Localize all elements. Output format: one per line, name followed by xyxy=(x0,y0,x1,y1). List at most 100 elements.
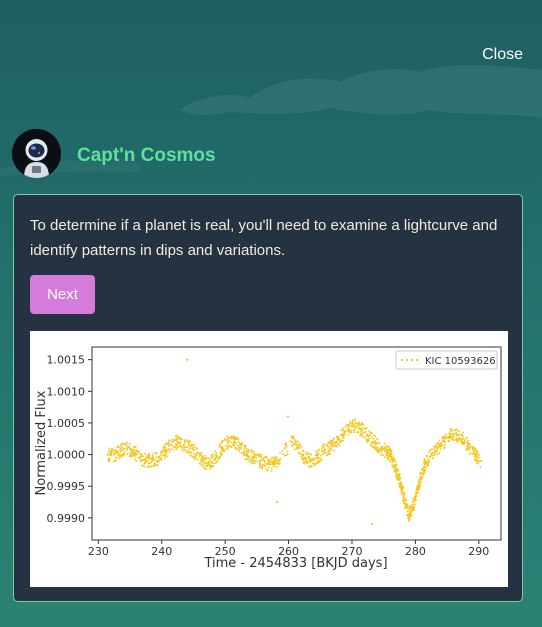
data-point xyxy=(443,444,446,446)
data-point xyxy=(153,462,156,464)
data-point xyxy=(449,437,452,439)
data-point xyxy=(239,447,243,450)
data-point xyxy=(153,465,155,468)
data-point xyxy=(172,449,175,451)
data-point xyxy=(323,443,326,446)
data-point xyxy=(274,461,277,463)
data-point xyxy=(330,445,333,448)
data-point xyxy=(375,447,378,449)
data-point xyxy=(178,436,181,439)
data-point xyxy=(364,431,367,433)
data-point xyxy=(317,459,320,462)
data-point xyxy=(165,452,168,454)
data-point xyxy=(245,447,248,450)
data-point xyxy=(307,456,309,459)
x-tick-label: 240 xyxy=(151,545,172,558)
data-point xyxy=(315,450,318,453)
data-point xyxy=(344,433,346,436)
data-point xyxy=(367,438,369,441)
data-point xyxy=(203,458,206,461)
data-point xyxy=(268,466,270,469)
data-point xyxy=(365,439,368,442)
data-point xyxy=(294,441,297,444)
data-point xyxy=(345,424,348,426)
data-point xyxy=(452,434,455,436)
data-point xyxy=(316,456,319,459)
data-point xyxy=(151,454,154,457)
data-point xyxy=(139,460,142,462)
data-point xyxy=(111,448,113,451)
data-point xyxy=(277,462,280,464)
data-point xyxy=(113,451,116,454)
data-point xyxy=(274,456,277,458)
data-point xyxy=(175,437,178,440)
data-point xyxy=(118,457,121,460)
data-point xyxy=(396,468,398,470)
data-point xyxy=(360,435,363,437)
data-point xyxy=(415,494,417,497)
data-point xyxy=(299,446,302,449)
data-point xyxy=(339,441,342,443)
data-point xyxy=(160,451,163,454)
data-point xyxy=(203,454,206,457)
close-button[interactable]: Close xyxy=(482,46,523,63)
data-point xyxy=(406,510,409,513)
data-point xyxy=(147,453,150,455)
data-point xyxy=(258,466,261,468)
data-point xyxy=(241,442,244,444)
data-point xyxy=(371,445,373,448)
data-point xyxy=(376,437,379,440)
data-point xyxy=(121,455,124,458)
data-point xyxy=(276,466,279,468)
data-point xyxy=(344,426,346,428)
data-point xyxy=(191,444,194,447)
data-point xyxy=(350,431,353,434)
data-point xyxy=(423,457,426,460)
data-point xyxy=(129,448,131,450)
data-point xyxy=(259,456,262,458)
data-point xyxy=(267,458,270,461)
data-point xyxy=(293,448,296,451)
data-point xyxy=(193,448,195,451)
data-point xyxy=(281,450,284,452)
data-point xyxy=(141,464,143,467)
data-point xyxy=(167,441,170,444)
data-point xyxy=(438,452,441,455)
data-point xyxy=(322,453,324,455)
data-point xyxy=(431,456,434,459)
data-point xyxy=(422,473,425,476)
data-point xyxy=(394,466,397,469)
data-point xyxy=(302,459,305,461)
data-point xyxy=(461,437,465,440)
data-point xyxy=(211,456,214,459)
next-button[interactable]: Next xyxy=(30,275,95,314)
data-point xyxy=(122,447,125,450)
data-point xyxy=(326,454,329,457)
data-point xyxy=(455,431,458,434)
data-point xyxy=(349,431,351,434)
data-point xyxy=(130,449,132,452)
data-point xyxy=(429,456,432,459)
data-point xyxy=(151,459,154,463)
data-point xyxy=(176,446,179,449)
data-point xyxy=(245,458,247,460)
data-point xyxy=(468,443,471,446)
data-point xyxy=(421,468,424,471)
data-point xyxy=(236,444,239,446)
data-point xyxy=(462,435,464,438)
data-point xyxy=(215,452,218,455)
data-point xyxy=(233,444,236,447)
data-point xyxy=(348,425,350,428)
data-point xyxy=(263,459,266,462)
data-point xyxy=(390,455,393,458)
data-point xyxy=(354,421,357,424)
data-point xyxy=(380,453,382,456)
data-point xyxy=(182,443,186,447)
x-axis-ticks: 230 240 250 260 270 280 290 xyxy=(88,540,489,558)
data-point xyxy=(240,452,243,454)
data-point xyxy=(386,448,388,450)
data-point xyxy=(332,440,334,443)
data-point xyxy=(361,422,364,425)
data-point xyxy=(157,460,160,463)
data-point xyxy=(457,433,459,436)
